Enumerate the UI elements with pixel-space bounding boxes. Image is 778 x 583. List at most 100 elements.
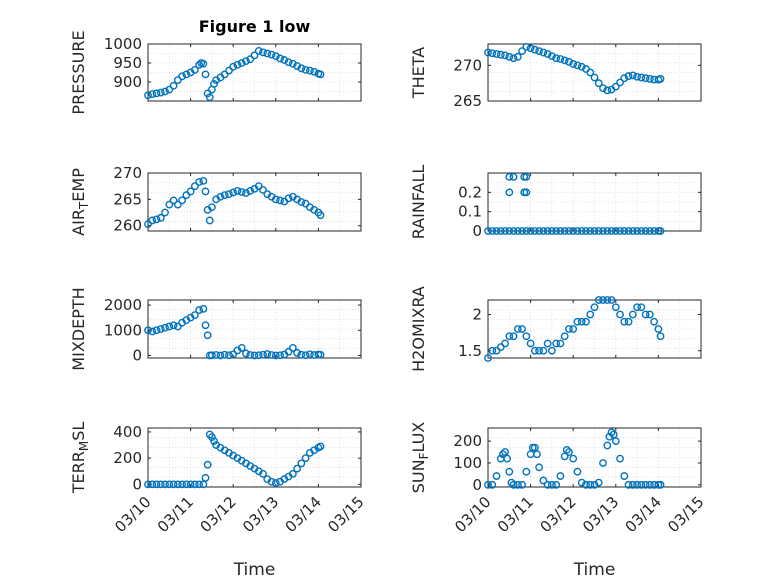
data-point [569, 227, 578, 235]
data-point [173, 480, 182, 489]
data-point [535, 227, 544, 235]
data-point [316, 350, 325, 359]
data-point [316, 442, 325, 451]
data-point [229, 350, 238, 359]
data-point [156, 480, 165, 489]
data-point [492, 50, 501, 58]
data-point [212, 351, 221, 359]
data-point [496, 50, 505, 59]
data-point [199, 304, 208, 313]
data-point [225, 351, 233, 360]
x-axis-label: Time [233, 560, 276, 580]
subplot-mixdepth: 0 1000 2000 MIXDEPTH [69, 287, 362, 371]
x-tick-label: 03/11 [494, 493, 537, 536]
data-point [513, 52, 522, 61]
data-point [565, 448, 573, 456]
data-point [522, 332, 531, 341]
data-point [582, 480, 590, 489]
data-point [530, 443, 539, 452]
data-point [190, 65, 199, 74]
data-point [543, 227, 552, 235]
data-point [633, 227, 641, 235]
data-point [190, 182, 199, 191]
data-point [488, 480, 497, 489]
data-point [165, 200, 174, 209]
data-point [620, 472, 629, 480]
data-point [582, 317, 590, 326]
data-point [509, 480, 518, 489]
x-axis-label: Time [573, 560, 616, 580]
data-point [611, 437, 620, 446]
y-tick-label: 0.1 [458, 203, 482, 221]
data-point [641, 227, 650, 235]
data-point [144, 326, 152, 335]
data-point [161, 208, 169, 217]
y-tick-label: 265 [453, 92, 482, 110]
data-point [276, 351, 284, 360]
data-point [599, 227, 607, 235]
data-point [156, 325, 165, 333]
data-point [518, 227, 526, 235]
figure-title: Figure 1 low [199, 17, 311, 36]
data-point [210, 80, 218, 88]
data-point [611, 303, 620, 312]
data-point [207, 433, 216, 442]
data-point [237, 59, 246, 67]
data-point [301, 65, 310, 74]
data-point [310, 67, 319, 76]
y-tick-label: 900 [113, 73, 142, 91]
data-point [560, 56, 569, 65]
x-tick-label: 03/10 [111, 493, 154, 536]
data-point [535, 47, 544, 56]
data-point [518, 325, 526, 333]
data-point [599, 84, 607, 93]
y-tick-label: 1000 [104, 321, 142, 339]
data-point [586, 227, 595, 235]
data-point [203, 89, 212, 98]
data-point [577, 478, 586, 487]
data-point [316, 211, 325, 220]
data-point [505, 172, 514, 181]
axes-box [487, 43, 702, 102]
data-point [590, 227, 599, 235]
data-point [556, 227, 565, 235]
data-point [565, 227, 573, 235]
subplot-h2omixra: 1.5 2 H2OMIXRA [409, 286, 702, 372]
data-point [178, 480, 186, 489]
data-point [543, 339, 552, 348]
data-point [203, 460, 212, 469]
data-point [503, 454, 512, 463]
data-point [624, 480, 633, 489]
x-tick-label: 03/12 [196, 493, 239, 536]
data-point [152, 89, 161, 98]
data-point [250, 351, 259, 360]
data-point [548, 52, 556, 61]
y-tick-label: 2 [472, 306, 482, 324]
y-tick-label: 1000 [104, 35, 142, 53]
data-point [499, 450, 507, 459]
data-point [242, 349, 250, 358]
axes-box [147, 172, 362, 232]
data-point [207, 203, 216, 212]
data-point [556, 339, 565, 348]
data-point [522, 172, 531, 181]
data-point [556, 55, 565, 63]
data-point [620, 227, 629, 235]
data-point [603, 86, 612, 95]
data-point [229, 62, 238, 71]
axes-box [487, 172, 702, 232]
data-point [156, 88, 165, 97]
data-point [616, 227, 624, 235]
data-point [505, 227, 514, 235]
data-point [216, 192, 225, 201]
y-axis-label: SUNFLUX [409, 422, 431, 494]
data-point [543, 480, 552, 489]
x-tick-label: 03/15 [664, 493, 707, 536]
data-point [305, 66, 314, 75]
y-tick-label: 270 [453, 56, 482, 74]
data-point [484, 480, 492, 489]
data-point [280, 56, 289, 64]
data-point [586, 480, 595, 489]
